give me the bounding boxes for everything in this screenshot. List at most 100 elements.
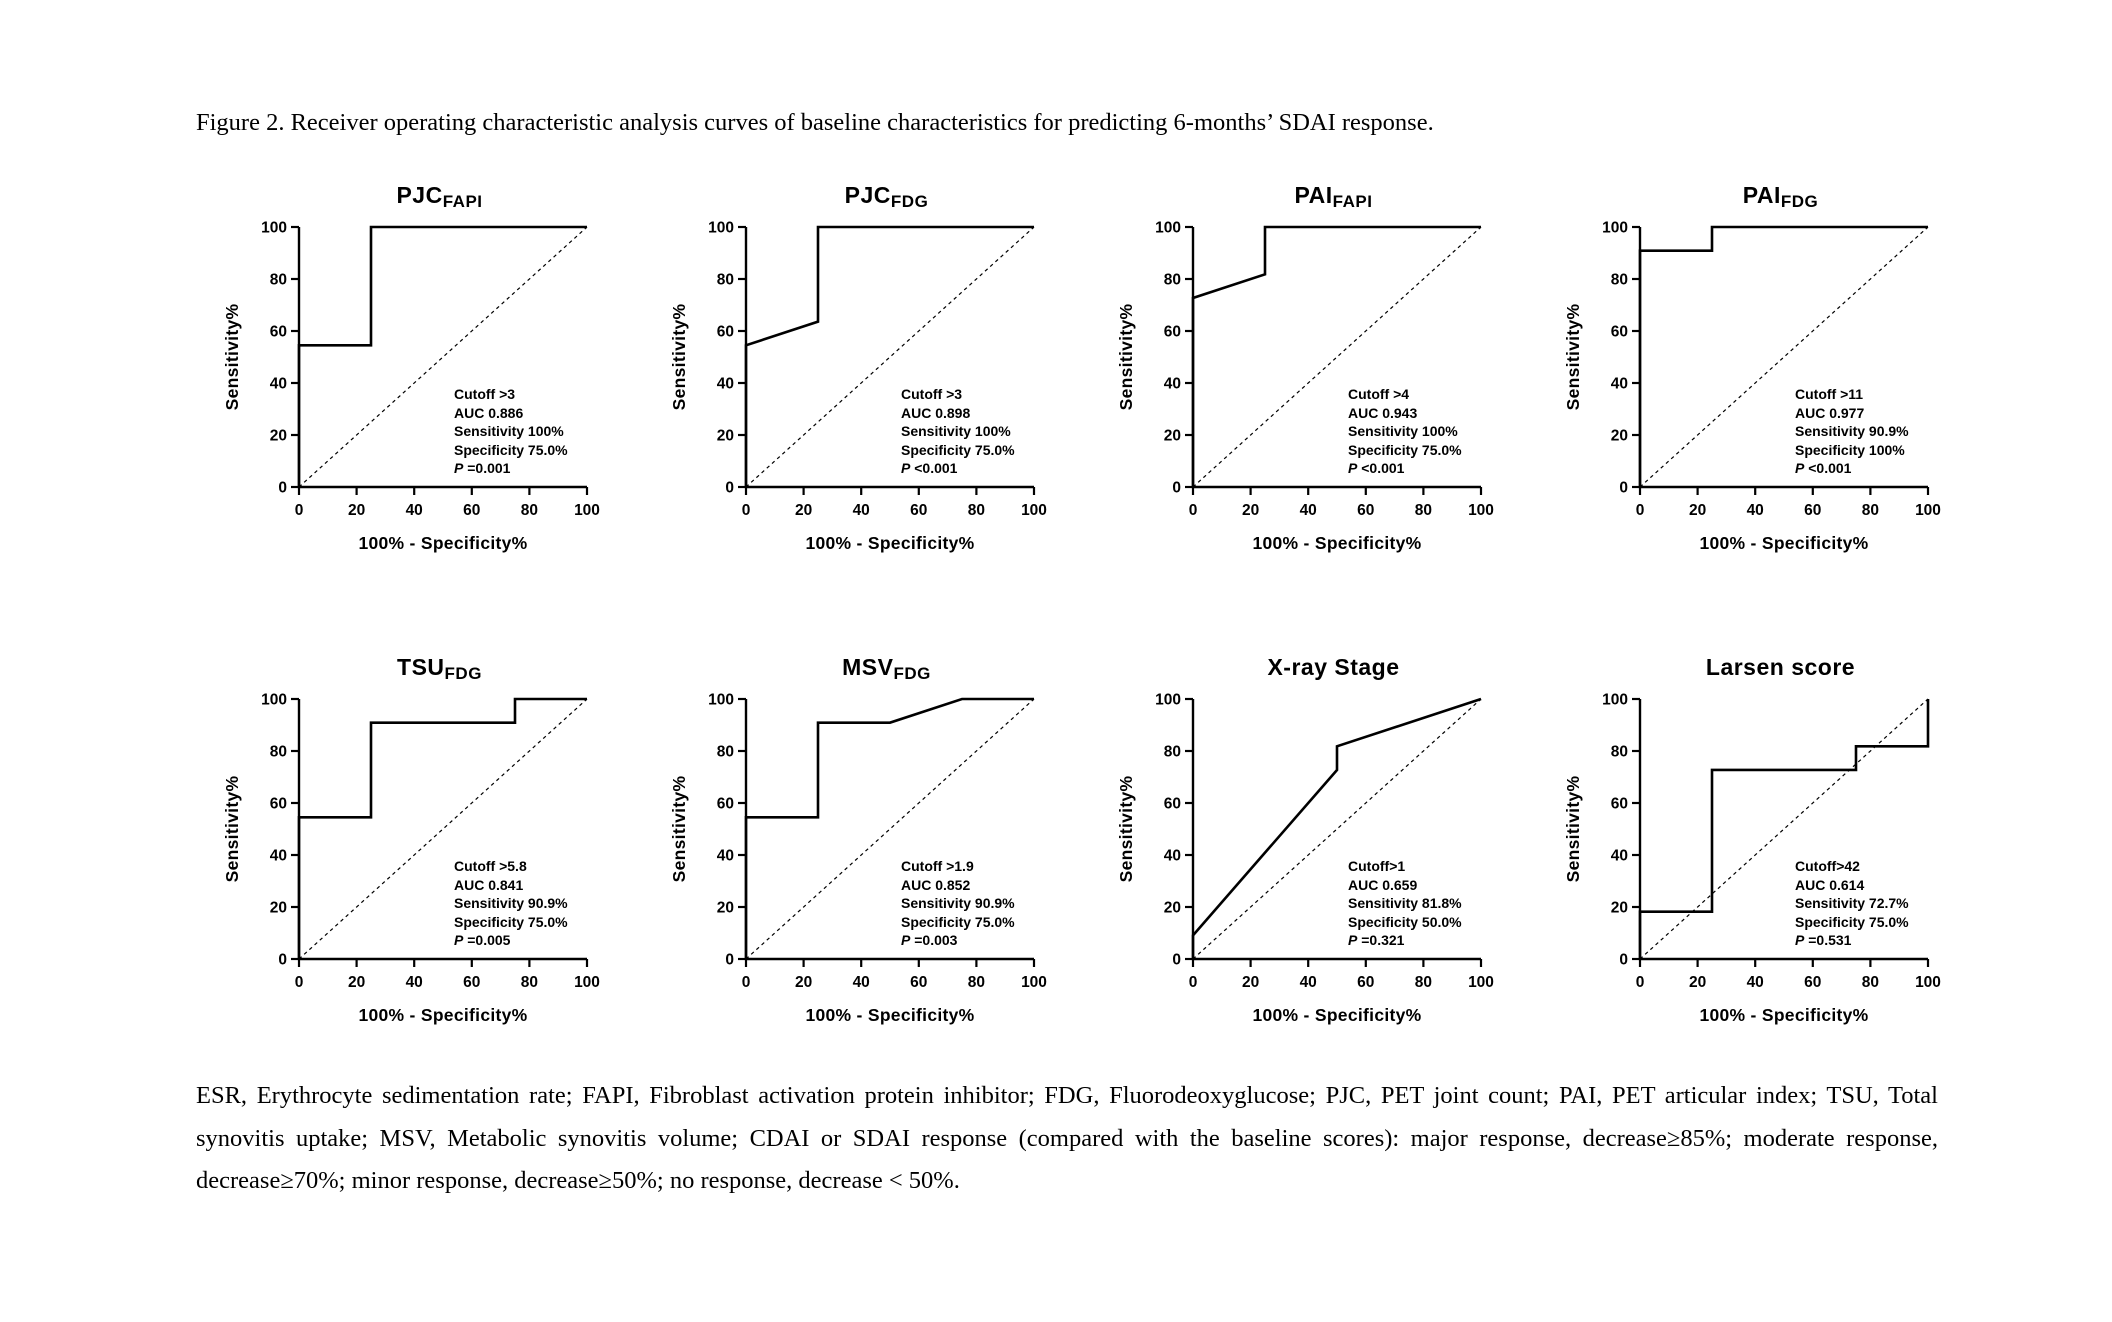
svg-text:Sensitivity%: Sensitivity% (669, 776, 689, 883)
svg-text:0: 0 (1636, 502, 1645, 519)
svg-text:80: 80 (1611, 744, 1628, 761)
svg-text:80: 80 (1862, 974, 1879, 991)
svg-text:80: 80 (1415, 974, 1432, 991)
svg-text:0: 0 (1172, 952, 1181, 969)
annotation-p-label: P (1348, 460, 1358, 477)
svg-text:60: 60 (910, 502, 927, 519)
chart-title-sub: FDG (1780, 192, 1819, 211)
svg-text:100: 100 (1468, 974, 1494, 991)
svg-text:0: 0 (725, 952, 734, 969)
annotation-cutoff: Cutoff >1.9 (901, 858, 974, 874)
chart-title-main: PJC (396, 182, 443, 208)
svg-text:60: 60 (463, 974, 480, 991)
roc-panel-tsu-fdg: TSUFDG 0 20 40 60 80 100 0 20 40 60 80 100 100% - Sp… (216, 649, 663, 1031)
svg-text:60: 60 (910, 974, 927, 991)
svg-text:80: 80 (521, 974, 538, 991)
annotation-sensitivity: Sensitivity 90.9% (901, 895, 1015, 912)
svg-text:100: 100 (1155, 220, 1181, 237)
svg-text:20: 20 (1611, 900, 1628, 917)
annotation-cutoff: Cutoff >4 (1348, 386, 1410, 402)
roc-svg: 0 20 40 60 80 100 0 20 40 60 80 100 100% - Specifici… (1116, 220, 1494, 554)
chart-title: TSUFDG (216, 649, 663, 691)
svg-text:60: 60 (1164, 796, 1181, 813)
svg-text:80: 80 (270, 744, 287, 761)
svg-text:0: 0 (278, 952, 287, 969)
annotation-pvalue: P =0.531 (1795, 931, 1909, 950)
svg-text:80: 80 (1415, 502, 1432, 519)
annotation-p-value: =0.531 (1804, 932, 1852, 949)
svg-text:100% - Specificity%: 100% - Specificity% (1699, 533, 1868, 553)
annotation-sensitivity: Sensitivity 72.7% (1795, 895, 1909, 912)
svg-text:0: 0 (1619, 952, 1628, 969)
annotation-auc: AUC 0.852 (901, 876, 971, 893)
annotation-auc: AUC 0.943 (1348, 404, 1418, 421)
annotation-auc: AUC 0.614 (1795, 876, 1865, 893)
svg-text:Sensitivity%: Sensitivity% (1116, 304, 1136, 411)
chart-title: Larsen score (1557, 649, 2004, 691)
annotation-auc: AUC 0.977 (1795, 404, 1865, 421)
svg-text:40: 40 (853, 502, 870, 519)
svg-text:100: 100 (1915, 502, 1941, 519)
annotation-specificity: Specificity 75.0% (1348, 441, 1462, 458)
annotation-cutoff: Cutoff>42 (1795, 858, 1860, 874)
svg-text:Sensitivity%: Sensitivity% (222, 304, 242, 411)
svg-text:100: 100 (574, 502, 600, 519)
chart-title-main: Larsen score (1705, 654, 1856, 680)
roc-panel-pai-fapi: PAIFAPI 0 20 40 60 80 100 0 20 40 60 80 100 100% - S… (1110, 177, 1557, 559)
chart-annotation: Cutoff>42 AUC 0.614 Sensitivity 72.7% Sp… (1795, 857, 1909, 950)
svg-text:20: 20 (795, 502, 812, 519)
svg-text:40: 40 (1611, 848, 1628, 865)
annotation-specificity: Specificity 75.0% (454, 441, 568, 458)
svg-text:60: 60 (1611, 796, 1628, 813)
svg-text:0: 0 (1619, 480, 1628, 497)
annotation-p-label: P (1795, 460, 1805, 477)
annotation-pvalue: P <0.001 (1348, 459, 1462, 478)
annotation-auc: AUC 0.898 (901, 404, 971, 421)
chart-title-main: X-ray Stage (1267, 654, 1400, 680)
chart-title-sub: FAPI (1332, 192, 1373, 211)
chart-title-sub: FDG (890, 192, 929, 211)
svg-text:20: 20 (1164, 428, 1181, 445)
svg-text:60: 60 (1164, 324, 1181, 341)
roc-svg: 0 20 40 60 80 100 0 20 40 60 80 100 100% - Specifici… (222, 220, 600, 554)
chart-annotation: Cutoff >5.8 AUC 0.841 Sensitivity 90.9% … (454, 857, 568, 950)
annotation-p-value: =0.003 (910, 932, 958, 949)
annotation-sensitivity: Sensitivity 100% (901, 423, 1011, 440)
roc-svg: 0 20 40 60 80 100 0 20 40 60 80 100 100% - Specifici… (222, 692, 600, 1026)
svg-text:20: 20 (270, 900, 287, 917)
svg-text:0: 0 (1636, 974, 1645, 991)
annotation-p-label: P (454, 460, 464, 477)
annotation-auc: AUC 0.659 (1348, 876, 1418, 893)
roc-panel-pai-fdg: PAIFDG 0 20 40 60 80 100 0 20 40 60 80 100 100% - Sp… (1557, 177, 2004, 559)
svg-text:60: 60 (1357, 502, 1374, 519)
chart-title: PAIFAPI (1110, 177, 1557, 219)
annotation-p-label: P (901, 932, 911, 949)
chart-title-main: PAI (1294, 182, 1333, 208)
svg-text:0: 0 (295, 502, 304, 519)
chart-title-main: TSU (397, 654, 445, 680)
svg-text:60: 60 (1357, 974, 1374, 991)
roc-plot: 0 20 40 60 80 100 0 20 40 60 80 100 100% - Specifici… (1110, 219, 1557, 559)
svg-text:100: 100 (708, 692, 734, 709)
svg-text:100% - Specificity%: 100% - Specificity% (805, 1005, 974, 1025)
annotation-specificity: Specificity 75.0% (901, 913, 1015, 930)
annotation-p-label: P (454, 932, 464, 949)
annotation-sensitivity: Sensitivity 100% (454, 423, 564, 440)
svg-text:40: 40 (1164, 376, 1181, 393)
svg-text:20: 20 (717, 428, 734, 445)
svg-text:40: 40 (1300, 502, 1317, 519)
svg-text:80: 80 (1164, 744, 1181, 761)
svg-text:20: 20 (348, 974, 365, 991)
svg-text:80: 80 (270, 272, 287, 289)
annotation-auc: AUC 0.886 (454, 404, 524, 421)
svg-text:80: 80 (521, 502, 538, 519)
charts-grid: PJC FAPI 0 20 40 60 80 100 0 20 40 60 80 100 100% - S… (216, 177, 1972, 1031)
svg-text:100: 100 (1602, 220, 1628, 237)
svg-text:100: 100 (261, 692, 287, 709)
annotation-pvalue: P <0.001 (1795, 459, 1909, 478)
svg-text:40: 40 (1747, 974, 1764, 991)
figure-footnote: ESR, Erythrocyte sedimentation rate; FAP… (196, 1082, 1938, 1194)
svg-text:20: 20 (717, 900, 734, 917)
svg-text:40: 40 (1300, 974, 1317, 991)
annotation-specificity: Specificity 75.0% (1795, 913, 1909, 930)
